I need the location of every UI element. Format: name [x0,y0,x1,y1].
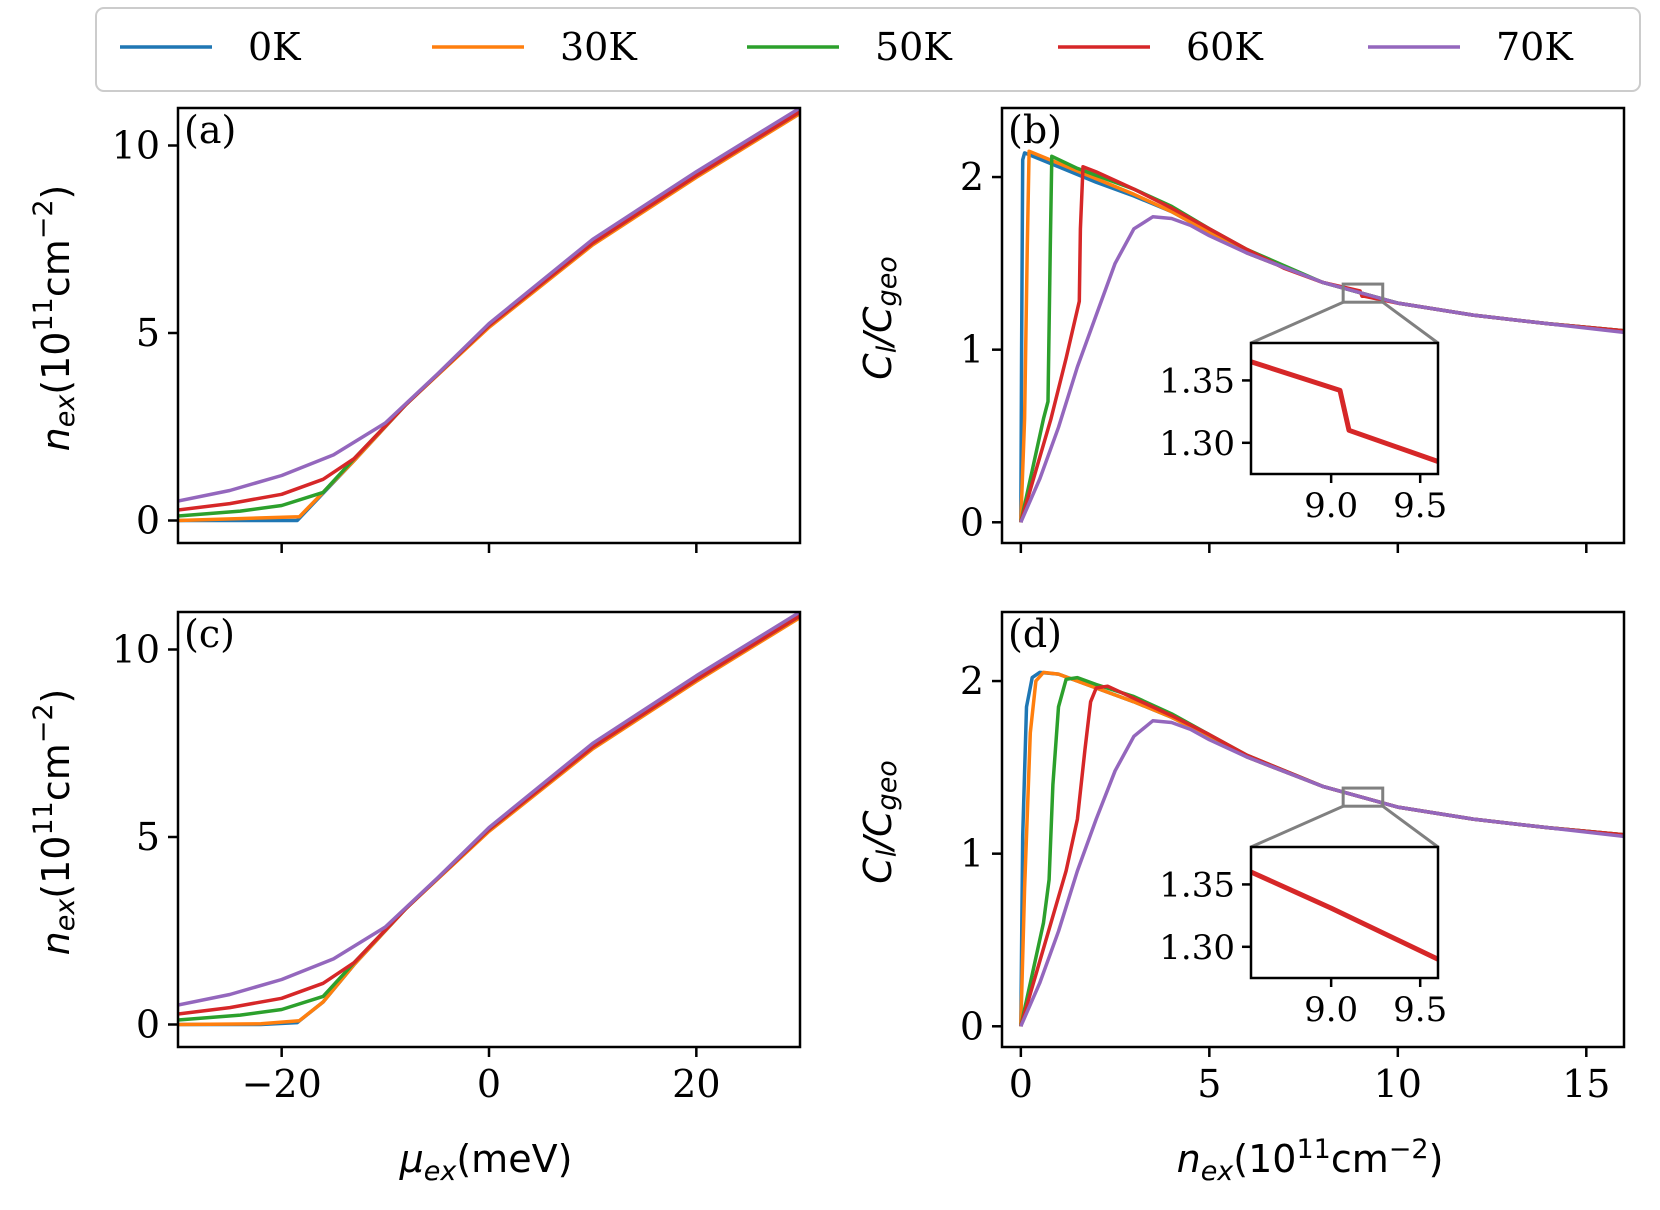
inset-frame [1249,845,1440,980]
panel-label: (b) [1008,108,1062,152]
svg-text:Cl/Cgeo: Cl/Cgeo [856,760,903,884]
inset-xtick-label: 9.0 [1304,990,1358,1030]
ytick-label: 2 [960,659,984,703]
ytick-label: 1 [960,832,984,876]
ytick-label: 0 [136,499,160,543]
inset-series-60k [1249,869,1440,962]
legend: 0K 30K 50K 60K 70K [95,7,1641,92]
inset-ytick-label: 1.30 [1159,928,1235,968]
ytick-label: 2 [960,155,984,199]
series-group [1019,149,1624,524]
xlabel-d: nex(1011cm−2) [1177,1134,1444,1187]
zoom-connector [1250,804,1344,849]
series-0k [178,614,800,1027]
inset-xtick-label: 9.5 [1393,990,1447,1030]
inset-ytick-label: 1.35 [1159,865,1235,905]
ytick-label: 10 [112,124,160,168]
svg-text:Cl/Cgeo: Cl/Cgeo [856,256,903,380]
xlabel-c: μex(meV) [399,1137,573,1187]
legend-label-30k: 30K [560,25,637,69]
inset-ytick-label: 1.35 [1159,361,1235,401]
xtick-label: 5 [1197,1062,1221,1106]
inset-axes: 9.0 9.5 1.30 1.35 [1159,845,1447,1030]
ylabel-d: Cl/Cgeo [856,760,903,884]
xtick-label: 15 [1562,1062,1610,1106]
legend-label-0k: 0K [248,25,301,69]
series-70k [178,108,800,503]
zoom-indicator [1341,786,1385,808]
series-0k [178,110,800,523]
xtick-label: 20 [672,1062,720,1106]
series-60k [178,614,800,1016]
series-60k [178,110,800,512]
legend-frame [95,7,1641,92]
zoom-connector [1250,300,1344,345]
svg-text:nex(1011cm−2): nex(1011cm−2) [28,185,81,452]
axes-frame [1000,106,1626,545]
series-70k [1019,215,1624,524]
ytick-label: 0 [960,500,984,544]
ytick-label: 5 [136,311,160,355]
axes-frame [1000,610,1626,1049]
zoom-connector [1381,804,1439,849]
series-70k [178,612,800,1007]
ytick-label: 10 [112,628,160,672]
zoom-connector [1381,300,1439,345]
ytick-label: 1 [960,328,984,372]
panel-b: 0 1 2 (b) 9.0 9.5 1.30 1.35 [960,106,1626,553]
inset-series-60k [1250,359,1439,464]
xtick-label: 10 [1374,1062,1422,1106]
ylabel-b: Cl/Cgeo [856,256,903,380]
xtick-label: −20 [242,1062,322,1106]
ylabel-c: nex(1011cm−2) [28,689,81,956]
svg-text:nex(1011cm−2): nex(1011cm−2) [28,689,81,956]
panel-c: −20 0 20 0 5 10 (c) [112,610,802,1106]
panel-label: (c) [184,612,235,656]
series-group [1019,670,1624,1028]
ytick-label: 5 [136,815,160,859]
legend-label-50k: 50K [875,25,952,69]
series-group [178,612,800,1027]
panel-label: (d) [1008,612,1062,656]
panel-d: 0 5 10 15 0 1 2 (d) 9.0 9.5 1.30 1.35 [960,610,1626,1106]
panel-label: (a) [184,108,236,152]
legend-label-70k: 70K [1496,25,1573,69]
legend-label-60k: 60K [1186,25,1263,69]
inset-axes: 9.0 9.5 1.30 1.35 [1159,341,1447,526]
series-group [178,108,800,523]
inset-xtick-label: 9.5 [1393,486,1447,526]
xtick-label: 0 [477,1062,501,1106]
ylabel-a: nex(1011cm−2) [28,185,81,452]
inset-frame [1249,341,1440,476]
panel-a: 0 5 10 (a) [112,106,802,553]
series-70k [1019,719,1624,1028]
series-30k [178,112,800,523]
series-30k [178,616,800,1027]
inset-ytick-label: 1.30 [1159,424,1235,464]
zoom-indicator [1341,282,1385,304]
xtick-label: 0 [1009,1062,1033,1106]
inset-xtick-label: 9.0 [1304,486,1358,526]
ytick-label: 0 [136,1003,160,1047]
ytick-label: 0 [960,1004,984,1048]
